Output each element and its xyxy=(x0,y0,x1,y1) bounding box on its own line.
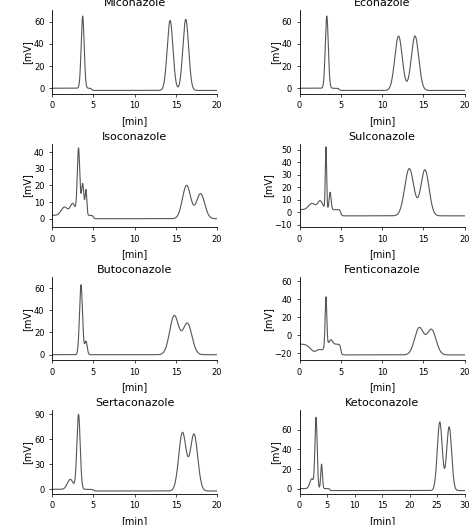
Title: Isoconazole: Isoconazole xyxy=(102,132,167,142)
Y-axis label: [mV]: [mV] xyxy=(270,40,280,64)
X-axis label: [min]: [min] xyxy=(369,382,395,393)
X-axis label: [min]: [min] xyxy=(121,249,148,259)
X-axis label: [min]: [min] xyxy=(369,116,395,126)
Y-axis label: [mV]: [mV] xyxy=(263,307,273,331)
Y-axis label: [mV]: [mV] xyxy=(270,440,280,464)
Y-axis label: [mV]: [mV] xyxy=(22,173,33,197)
X-axis label: [min]: [min] xyxy=(121,516,148,525)
Title: Ketoconazole: Ketoconazole xyxy=(345,398,419,408)
X-axis label: [min]: [min] xyxy=(369,249,395,259)
Title: Sulconazole: Sulconazole xyxy=(348,132,416,142)
Title: Miconazole: Miconazole xyxy=(103,0,166,8)
Y-axis label: [mV]: [mV] xyxy=(263,173,273,197)
Title: Econazole: Econazole xyxy=(354,0,410,8)
X-axis label: [min]: [min] xyxy=(369,516,395,525)
Y-axis label: [mV]: [mV] xyxy=(22,440,33,464)
Title: Butoconazole: Butoconazole xyxy=(97,265,173,275)
Y-axis label: [mV]: [mV] xyxy=(22,40,33,64)
X-axis label: [min]: [min] xyxy=(121,382,148,393)
X-axis label: [min]: [min] xyxy=(121,116,148,126)
Y-axis label: [mV]: [mV] xyxy=(22,307,33,331)
Title: Sertaconazole: Sertaconazole xyxy=(95,398,174,408)
Title: Fenticonazole: Fenticonazole xyxy=(344,265,420,275)
